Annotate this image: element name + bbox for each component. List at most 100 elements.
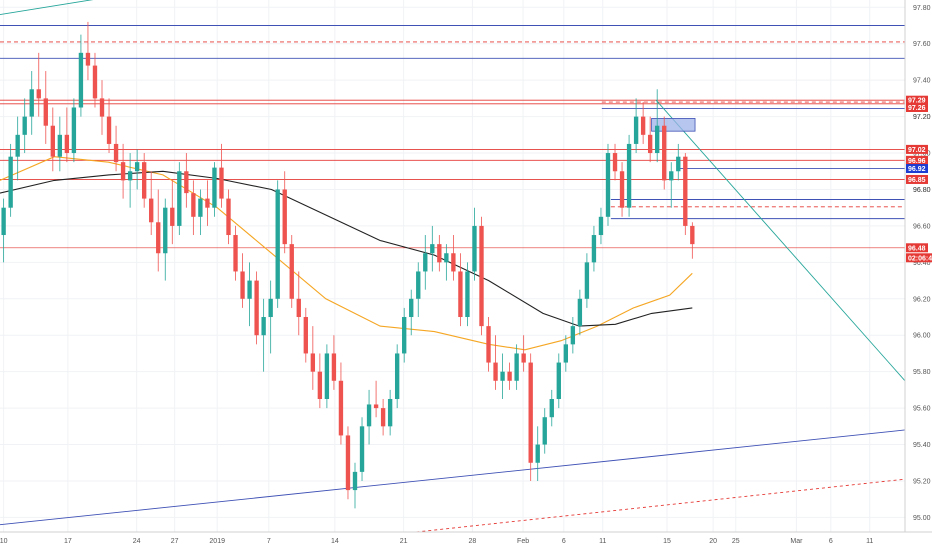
candle-body [430,244,435,254]
y-tick-label: 97.60 [913,41,931,48]
price-badge: 97.02 [906,144,928,154]
y-tick-label: 97.00 [913,151,931,158]
candle-body [444,253,449,263]
candle-body [57,134,63,157]
candle-body [226,198,231,236]
price-badge-bg [906,95,928,105]
candle-body [465,271,470,318]
candle-body [570,326,576,345]
price-badge-label: 97.26 [908,105,926,112]
candle-body [507,371,512,381]
candle-body [655,125,660,154]
x-tick-label: 25 [732,538,740,545]
candle-body [486,326,491,363]
trend-lines-layer [0,0,906,533]
y-tick-label: 96.60 [913,223,931,230]
y-tick-label: 95.60 [913,406,931,413]
price-badge-label: 96.85 [908,177,926,184]
x-tick-label: Feb [517,538,529,545]
candle-body [106,116,112,144]
x-tick-label: 6 [829,538,833,545]
x-tick-label: 28 [469,538,477,545]
candle-body [598,216,604,236]
candle-body [212,167,217,208]
x-tick-label: 10 [0,538,8,545]
candle-body [373,404,379,409]
candle-body [500,371,505,381]
candle-body [423,253,428,272]
candle-body [310,353,316,372]
candle-body [683,156,688,226]
candle-body [331,353,337,381]
candle-body [633,116,639,144]
candle-body [647,134,653,154]
candle-body [535,444,540,463]
x-axis-ticks: 10 17 24 27 2019 7 14 21 28 Feb 6 11 15 20 25 Mar 6 11 [0,538,873,545]
y-axis-ticks: 97.80 97.60 97.40 97.20 97.00 96.80 96.60 96.40… [913,5,931,522]
candle-body [690,225,695,245]
candle-body [85,52,91,66]
candle-body [605,153,611,217]
candle-body [127,171,133,181]
price-badge-bg [906,164,928,174]
x-tick-label: 11 [866,538,873,545]
candle-body [191,193,196,217]
candle-body [359,426,365,472]
price-badge-bg [906,144,928,154]
y-tick-label: 95.20 [913,478,931,485]
x-tick-label: 24 [133,538,141,545]
candle-body [254,280,259,336]
candle-body [149,198,154,223]
y-tick-label: 95.40 [913,442,931,449]
candle-body [387,399,393,427]
candle-body [50,125,55,157]
candle-body [78,52,84,108]
x-tick-label: 6 [562,538,566,545]
candle-body [99,98,105,117]
candle-body [289,244,294,299]
candle-body [247,280,252,299]
price-badge-bg [906,174,928,184]
candle-body [591,235,597,263]
candle-body [43,98,48,126]
price-badge: 97.26 [906,102,928,112]
candle-body [366,404,372,427]
candle-body [528,362,533,463]
price-badge-bg [906,155,928,165]
candle-body [394,353,400,399]
candle-body [338,380,344,436]
candle-body [219,167,224,199]
horizontal-lines-layer [0,25,905,249]
candle-body [584,262,590,299]
candle-body [205,198,210,208]
trend-line [655,99,906,382]
candle-body [141,162,147,199]
candle-body [198,198,203,217]
price-badge-label: 02:06:48 [908,255,932,262]
candle-body [409,298,414,318]
candle-body [233,235,238,272]
candle-body [268,298,273,318]
grid-layer [0,0,905,532]
price-badge-bg [906,253,932,263]
candle-body [345,435,351,491]
candle-body [612,153,618,172]
candle-body [22,116,27,135]
candle-body [542,417,547,445]
candle-body [402,317,407,354]
price-badge-label: 97.02 [908,147,926,154]
trend-line [0,429,906,526]
y-tick-label: 97.20 [913,114,931,121]
candle-body [275,189,280,299]
candle-body [577,298,583,327]
x-tick-label: 27 [171,538,179,545]
candle-body [120,162,126,181]
candle-body [134,162,140,172]
x-tick-label: 21 [400,538,408,545]
candle-body [240,271,245,299]
candle-body [156,222,161,254]
candle-body [163,207,168,254]
